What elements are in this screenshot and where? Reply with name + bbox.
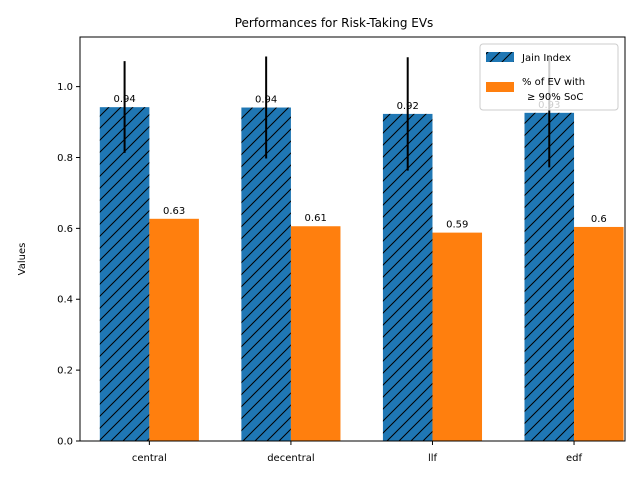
legend-swatch-hatch: [486, 52, 514, 62]
y-tick-label: 0.2: [57, 366, 73, 377]
bar-value-label: 0.61: [305, 213, 327, 224]
soc-percent-bar: [290, 226, 341, 441]
legend: Jain Index % of EV with ≥ 90% SoC: [479, 43, 619, 111]
soc-percent-bar: [149, 218, 199, 441]
bar-value-label: 0.59: [446, 220, 468, 231]
x-tick-label: edf: [566, 453, 583, 464]
legend-label: Jain Index: [521, 53, 571, 64]
y-axis-title: Values: [17, 243, 28, 276]
y-tick-label: 0.6: [57, 224, 73, 235]
chart-title: Performances for Risk-Taking EVs: [235, 16, 434, 30]
plot-area: 0.940.630.940.610.920.590.930.60.00.20.4…: [57, 36, 626, 464]
y-tick-label: 0.8: [57, 153, 73, 164]
bar-value-label: 0.6: [591, 214, 607, 225]
y-tick-label: 0.4: [57, 295, 73, 306]
legend-box: [479, 43, 619, 111]
bar-hatch: [241, 107, 291, 442]
plot-frame: [79, 36, 626, 442]
bar-hatch: [524, 112, 575, 442]
bar-value-label: 0.63: [163, 206, 185, 217]
x-tick-label: central: [132, 453, 167, 464]
soc-percent-bar: [432, 232, 483, 441]
bar-hatch: [99, 107, 150, 441]
x-tick-label: decentral: [267, 453, 314, 464]
x-tick-label: llf: [428, 453, 438, 464]
soc-percent-bar: [574, 226, 624, 441]
legend-label: % of EV with ≥ 90% SoC: [522, 77, 585, 103]
y-tick-label: 0.0: [57, 437, 73, 448]
y-tick-label: 1.0: [57, 82, 73, 93]
legend-swatch: [486, 82, 514, 92]
